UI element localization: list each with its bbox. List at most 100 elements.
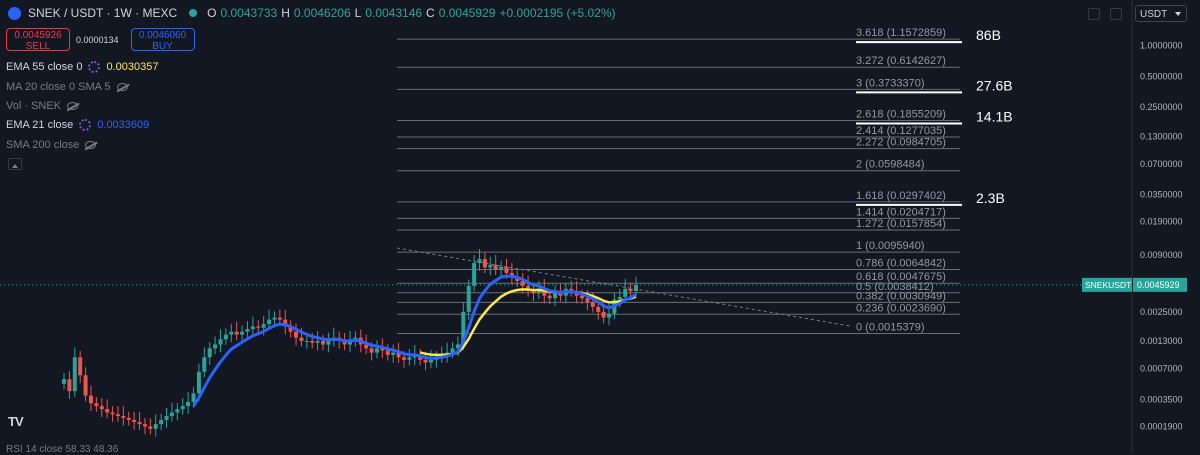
- fib-level-label: 1.618 (0.0297402): [856, 190, 946, 202]
- indicator-name: EMA 21 close: [6, 119, 74, 131]
- candle-body: [396, 352, 401, 358]
- indicator-sma200[interactable]: SMA 200 close: [6, 139, 97, 151]
- fib-level-label: 0.236 (0.0023690): [856, 302, 946, 314]
- candle-body: [585, 298, 590, 303]
- candle-body: [482, 259, 487, 268]
- y-tick-label: 0.0007000: [1140, 363, 1183, 373]
- change-value: +0.0002195 (+5.02%): [499, 6, 616, 20]
- indicator-name: Vol · SNEK: [6, 100, 62, 112]
- candle-body: [180, 406, 185, 410]
- fib-level-label: 1 (0.0095940): [856, 240, 925, 252]
- high-value: 0.0046206: [293, 6, 351, 20]
- buy-price: 0.0046060: [138, 30, 187, 41]
- candle-body: [164, 416, 169, 420]
- candle-body: [175, 409, 180, 413]
- y-tick-label: 0.0013000: [1140, 336, 1183, 346]
- candle-body: [472, 263, 477, 286]
- candle-body: [148, 426, 153, 429]
- candle-body: [240, 331, 245, 335]
- candle-body: [401, 357, 406, 360]
- indicator-ma20[interactable]: MA 20 close 0 SMA 5: [6, 81, 128, 93]
- settings-icon[interactable]: [88, 61, 101, 73]
- indicator-ema21[interactable]: EMA 21 close 0.0033609: [6, 119, 149, 131]
- candle-body: [132, 419, 137, 422]
- candle-body: [580, 295, 585, 299]
- toolbar-icons: [1088, 8, 1122, 20]
- y-tick-label: 0.0350000: [1140, 190, 1183, 200]
- hidden-eye-icon[interactable]: [67, 102, 79, 110]
- symbol-tag: [1082, 277, 1132, 292]
- collapse-legend-button[interactable]: [8, 158, 22, 170]
- open-label: O: [207, 6, 217, 20]
- low-label: L: [354, 6, 362, 20]
- candle-body: [137, 421, 142, 425]
- fib-level-label: 2.414 (0.1277035): [856, 125, 946, 137]
- candle-body: [477, 259, 482, 264]
- candle-body: [520, 281, 525, 286]
- candle-body: [385, 350, 390, 355]
- scroll-down-icon[interactable]: [1088, 8, 1100, 20]
- market-open-icon: [189, 9, 198, 17]
- indicator-ema55[interactable]: EMA 55 close 0 0.0030357: [6, 61, 158, 73]
- candle-body: [202, 357, 207, 372]
- candle-body: [455, 344, 460, 349]
- sell-price: 0.0045926: [14, 30, 62, 41]
- candle-body: [153, 424, 158, 429]
- y-tick-label: 0.0025000: [1140, 307, 1183, 317]
- fib-level-label: 0.5 (0.0038412): [856, 281, 934, 293]
- candle-body: [558, 293, 563, 296]
- fib-level-label: 2.272 (0.0984705): [856, 137, 946, 149]
- y-tick-label: 0.0003500: [1140, 394, 1183, 404]
- candle-body: [488, 264, 493, 268]
- sell-button[interactable]: 0.0045926 SELL: [6, 28, 70, 52]
- dotted-trendline: [396, 247, 851, 327]
- y-tick-label: 0.0090000: [1140, 250, 1183, 260]
- fibonacci-extension: 3.618 (1.1572859) 86B 3.272 (0.6142627) 3 (…: [397, 27, 1013, 334]
- candle-body: [196, 371, 201, 394]
- symbol-title[interactable]: SNEK / USDT · 1W · MEXC: [28, 6, 178, 20]
- fib-level-label: 3 (0.3733370): [856, 77, 925, 89]
- fib-level-label: 1.414 (0.0204717): [856, 206, 946, 218]
- y-tick-label: 0.1300000: [1140, 131, 1183, 141]
- fib-level-label: 0.382 (0.0030949): [856, 290, 946, 302]
- candle-body: [634, 284, 638, 291]
- candle-body: [342, 340, 347, 345]
- candle-body: [531, 290, 536, 294]
- candle-body: [261, 324, 266, 328]
- candle-body: [321, 340, 326, 345]
- candle-body: [326, 340, 331, 345]
- candle-body: [607, 313, 612, 318]
- hidden-eye-icon[interactable]: [85, 141, 97, 149]
- candles: [62, 249, 638, 437]
- candle-body: [310, 340, 315, 343]
- candle-body: [250, 326, 255, 330]
- candle-body: [450, 348, 455, 353]
- buy-button[interactable]: 0.0046060 BUY: [130, 28, 195, 52]
- ema21-line: [192, 274, 637, 408]
- candle-body: [547, 295, 552, 299]
- market-cap-target: 86B: [976, 27, 1001, 43]
- candle-body: [234, 331, 239, 335]
- candle-body: [62, 379, 66, 384]
- refresh-icon[interactable]: [1110, 8, 1122, 20]
- candle-body: [191, 393, 196, 402]
- trendline: [396, 247, 851, 327]
- candle-body: [348, 340, 352, 345]
- indicator-name: EMA 55 close 0: [6, 61, 83, 73]
- last-price-tag-label: 0.0045929: [1137, 280, 1180, 290]
- candle-body: [504, 266, 509, 273]
- candle-body: [391, 352, 396, 355]
- candle-body: [315, 340, 320, 343]
- settings-icon[interactable]: [79, 119, 92, 131]
- y-tick-label: 1.0000000: [1140, 41, 1183, 51]
- hidden-eye-icon[interactable]: [116, 83, 128, 91]
- candle-body: [126, 417, 131, 420]
- candle-body: [272, 317, 277, 320]
- fib-level-label: 0.786 (0.0064842): [856, 258, 946, 270]
- last-price-tag: [1133, 277, 1187, 292]
- indicator-volume[interactable]: Vol · SNEK: [6, 100, 79, 112]
- candle-body: [466, 285, 471, 312]
- fib-level-label: 0.618 (0.0047675): [856, 271, 946, 283]
- currency-select[interactable]: USDT: [1135, 5, 1187, 22]
